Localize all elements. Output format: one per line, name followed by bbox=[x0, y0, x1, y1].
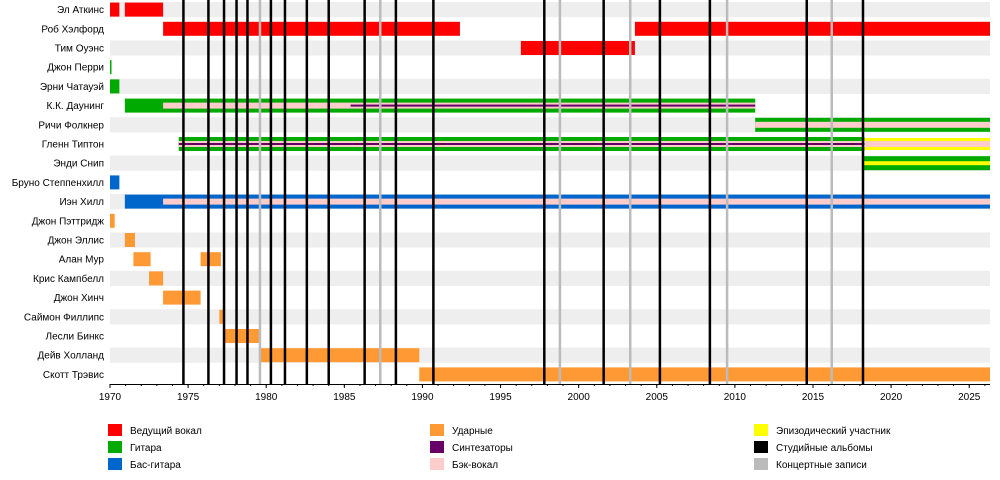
legend-swatch-bass bbox=[108, 458, 122, 470]
overlay-synth bbox=[178, 143, 865, 145]
member-label: Джон Пэттридж bbox=[32, 216, 105, 227]
bar-drums bbox=[149, 271, 164, 286]
bar-drums bbox=[110, 213, 115, 228]
member-label: Алан Мур bbox=[59, 255, 105, 266]
x-tick-label: 1980 bbox=[255, 392, 278, 403]
x-tick-label: 1975 bbox=[177, 392, 200, 403]
legend-label: Ведущий вокал bbox=[130, 426, 202, 437]
row-background bbox=[110, 232, 990, 248]
bar-drums bbox=[419, 367, 990, 382]
row-background bbox=[110, 290, 990, 306]
x-tick-label: 1995 bbox=[489, 392, 512, 403]
bar-guitar bbox=[110, 60, 112, 75]
x-tick-label: 1985 bbox=[333, 392, 356, 403]
overlay-synth bbox=[350, 104, 756, 107]
x-tick-label: 2020 bbox=[880, 392, 903, 403]
overlay-backing bbox=[163, 198, 990, 205]
bar-drums bbox=[163, 290, 201, 305]
row-background bbox=[110, 347, 990, 363]
member-label: Эл Аткинс bbox=[57, 5, 104, 16]
member-label: Скотт Трэвис bbox=[43, 370, 104, 381]
legend-label: Ударные bbox=[452, 426, 493, 437]
member-bars bbox=[110, 2, 990, 382]
row-background bbox=[110, 59, 990, 75]
row-background bbox=[110, 328, 990, 344]
x-tick-label: 1970 bbox=[99, 392, 122, 403]
bar-bass bbox=[110, 175, 120, 190]
member-label: Джон Перри bbox=[47, 63, 104, 74]
legend-swatch-guest bbox=[754, 424, 768, 436]
member-label: Тим Оуэнс bbox=[55, 44, 104, 55]
member-label: Гленн Типтон bbox=[42, 140, 104, 151]
legend-label: Студийные альбомы bbox=[776, 442, 873, 454]
bar-guitar bbox=[110, 79, 120, 94]
x-tick-label: 2010 bbox=[724, 392, 747, 403]
overlay-backing bbox=[755, 121, 990, 128]
member-label: Энди Снип bbox=[53, 159, 104, 170]
x-tick-label: 2005 bbox=[646, 392, 669, 403]
bar-vocal bbox=[110, 2, 120, 17]
row-background bbox=[110, 155, 990, 171]
member-label: Джон Эллис bbox=[48, 236, 104, 247]
bar-guest bbox=[864, 138, 990, 141]
bar-drums bbox=[124, 233, 135, 247]
row-background bbox=[110, 270, 990, 286]
overlay-guest bbox=[862, 161, 990, 166]
member-label: Саймон Филлипс bbox=[24, 312, 104, 323]
bar-drums bbox=[219, 309, 224, 324]
member-label: Крис Кампбелл bbox=[33, 273, 104, 285]
row-background bbox=[110, 213, 990, 229]
legend-label: Синтезаторы bbox=[452, 443, 513, 454]
legend-swatch-synth bbox=[430, 441, 444, 453]
legend: Ведущий вокал Гитара Бас-гитара Ударные Синт… bbox=[108, 424, 891, 471]
x-tick-label: 2025 bbox=[958, 392, 981, 403]
legend-swatch-live bbox=[754, 458, 768, 470]
member-label: Ричи Фолкнер bbox=[38, 120, 104, 131]
member-label: Джон Хинч bbox=[54, 293, 104, 304]
album-lines bbox=[182, 0, 865, 384]
x-tick-label: 2015 bbox=[802, 392, 825, 403]
bar-guest bbox=[864, 147, 990, 150]
legend-label: Бэк-вокал bbox=[452, 460, 498, 471]
member-labels: Эл Аткинс Роб Хэлфорд Тим Оуэнс Джон Перри Э… bbox=[12, 5, 105, 381]
legend-label: Эпизодический участник bbox=[776, 426, 891, 437]
legend-swatch-drums bbox=[430, 424, 444, 436]
member-label: Эрни Чатауэй bbox=[40, 82, 104, 93]
legend-label: Бас-гитара bbox=[130, 460, 181, 471]
bar-drums bbox=[133, 252, 151, 267]
legend-swatch-backing bbox=[430, 458, 444, 470]
bar-vocal bbox=[634, 21, 990, 36]
row-background bbox=[110, 251, 990, 267]
x-tick-label: 2000 bbox=[568, 392, 591, 403]
legend-label: Концертные записи bbox=[776, 460, 867, 471]
legend-swatch-vocal bbox=[108, 424, 122, 436]
member-label: Иэн Хилл bbox=[59, 197, 104, 208]
row-background bbox=[110, 309, 990, 325]
x-axis: 1970 1975 1980 1985 1990 1995 2000 2005 2010 2015… bbox=[99, 384, 990, 403]
bar-vocal bbox=[520, 41, 635, 55]
bar-drums bbox=[200, 252, 221, 267]
legend-swatch-guitar bbox=[108, 441, 122, 453]
x-tick-label: 1990 bbox=[411, 392, 434, 403]
row-background bbox=[110, 2, 990, 18]
row-background bbox=[110, 78, 990, 94]
legend-label: Гитара bbox=[130, 443, 162, 454]
member-label: Дейв Холланд bbox=[38, 351, 105, 362]
member-label: Бруно Степпенхилл bbox=[12, 178, 104, 189]
member-label: К.К. Даунинг bbox=[47, 101, 105, 112]
member-label: Роб Хэлфорд bbox=[41, 23, 104, 35]
bar-vocal bbox=[124, 2, 164, 17]
bar-drums bbox=[223, 329, 260, 343]
legend-swatch-studio bbox=[754, 441, 768, 453]
member-label: Лесли Бинкс bbox=[46, 332, 104, 343]
row-backgrounds bbox=[110, 2, 990, 382]
row-background bbox=[110, 174, 990, 190]
